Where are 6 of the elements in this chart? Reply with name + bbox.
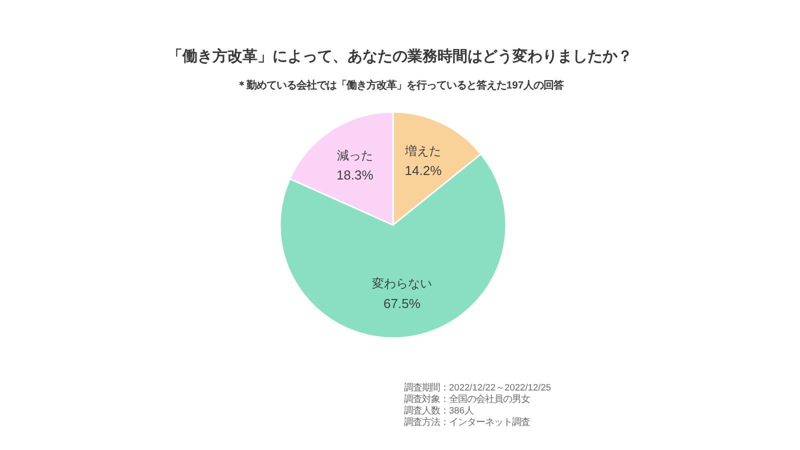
annotation: 調査対象：全国の会社員の男女	[404, 394, 530, 404]
annotation: 調査期間：2022/12/22～2022/12/25	[404, 382, 552, 392]
title: 「働き方改革」によって、あなたの業務時間はどう変わりましたか？	[168, 48, 632, 65]
annotation: 調査方法：インターネット調査	[404, 416, 530, 427]
subtitle: ＊勤めている会社では「働き方改革」を行っていると答えた197人の回答	[236, 80, 564, 92]
annotation: 調査人数：386人	[404, 405, 474, 416]
